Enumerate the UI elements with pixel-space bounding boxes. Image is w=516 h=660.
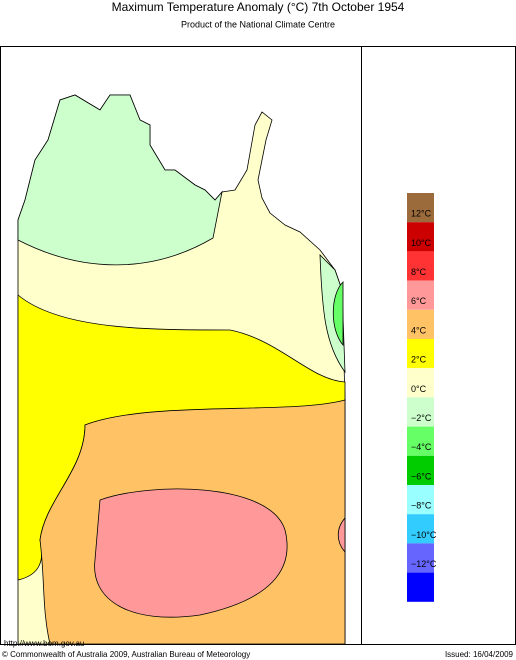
legend: 12°C 10°C 8°C 6°C 4°C 2°C 0°C −2°C −4°C −6°C −8°C −… — [407, 193, 437, 602]
url: http://www.bom.gov.au — [4, 639, 84, 648]
copyright: © Commonwealth of Australia 2009, Austra… — [2, 650, 250, 659]
title: Maximum Temperature Anomaly (°C) 7th Oct… — [112, 0, 405, 14]
legend-label: −10°C — [411, 530, 437, 540]
issued: Issued: 16/04/2009 — [445, 650, 514, 659]
legend-swatch — [407, 193, 434, 223]
legend-label: −6°C — [411, 471, 432, 481]
region-minus4-minus2 — [332, 281, 344, 347]
region-6-8-edge — [337, 516, 346, 554]
legend-swatch — [407, 339, 434, 369]
legend-swatch — [407, 543, 434, 573]
legend-label: 8°C — [411, 267, 427, 277]
legend-swatch — [407, 368, 434, 398]
legend-swatch — [407, 455, 434, 485]
legend-label: 12°C — [411, 209, 432, 219]
legend-swatch — [407, 309, 434, 339]
legend-label: 10°C — [411, 238, 432, 248]
legend-label: 6°C — [411, 296, 427, 306]
region-6-8 — [94, 488, 288, 618]
legend-swatch — [407, 222, 434, 252]
legend-label: −12°C — [411, 559, 437, 569]
subtitle: Product of the National Climate Centre — [181, 19, 335, 29]
legend-label: 2°C — [411, 355, 427, 365]
legend-label: −4°C — [411, 442, 432, 452]
region-minus2-0 — [17, 94, 223, 266]
legend-swatch — [407, 397, 434, 427]
legend-label: 0°C — [411, 384, 427, 394]
legend-swatch — [407, 426, 434, 456]
legend-swatch — [407, 572, 434, 602]
region-minus2-0-east — [319, 253, 346, 374]
legend-swatch — [407, 251, 434, 281]
legend-label: −8°C — [411, 501, 432, 511]
map — [17, 94, 346, 645]
legend-label: −2°C — [411, 413, 432, 423]
legend-label: 4°C — [411, 325, 427, 335]
legend-swatch — [407, 514, 434, 544]
legend-swatch — [407, 485, 434, 515]
legend-swatch — [407, 280, 434, 310]
